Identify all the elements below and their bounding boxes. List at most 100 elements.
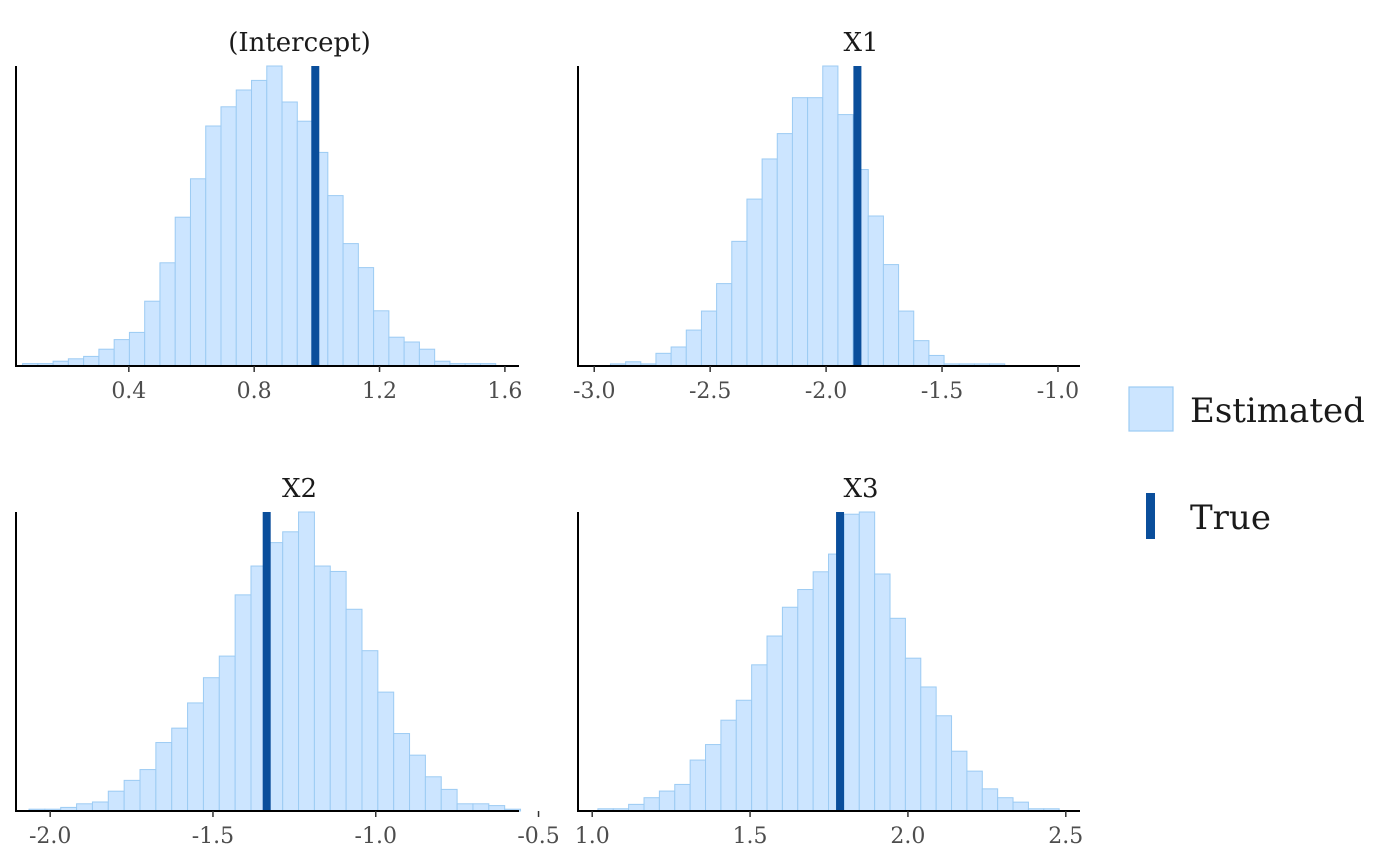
- histogram-bar: [107, 790, 125, 812]
- legend-true-label: True: [1190, 498, 1271, 538]
- histogram-bar: [205, 125, 222, 367]
- legend-estimated-label: Estimated: [1190, 391, 1365, 431]
- true-value-line: [311, 66, 320, 366]
- histogram-bar: [761, 158, 778, 367]
- histogram-bar: [139, 769, 157, 812]
- x-tick-label: -2.0: [805, 379, 847, 404]
- histogram-bar: [327, 195, 344, 367]
- histogram-bar: [235, 89, 253, 367]
- histogram-bar: [342, 243, 359, 367]
- histogram-bar: [689, 759, 707, 812]
- histogram-bar: [91, 801, 109, 812]
- true-value-line: [262, 512, 271, 811]
- true-value-line: [853, 66, 862, 366]
- x-tick-label: -2.0: [29, 824, 71, 849]
- histogram-bar: [751, 664, 768, 812]
- histogram-bar: [867, 215, 884, 367]
- histogram-bar: [822, 65, 839, 367]
- histogram-bar: [874, 573, 891, 812]
- histogram-panel: 0.4 0.8 1.2 1.6 (Intercept): [15, 28, 522, 404]
- histogram-panel: -2.0 -1.5 -1.0 -0.5 X2: [15, 474, 560, 849]
- histogram-bar: [155, 742, 173, 812]
- x-tick-label: 0.4: [111, 379, 146, 404]
- histogram-bar: [658, 790, 676, 812]
- histogram-bar: [418, 348, 436, 367]
- histogram-bar: [329, 570, 347, 812]
- x-tick-label: -1.0: [355, 824, 397, 849]
- histogram-bar: [981, 788, 999, 812]
- histogram-bar: [843, 513, 860, 812]
- x-tick-label: 1.0: [575, 824, 610, 849]
- histogram-bar: [720, 719, 737, 812]
- x-tick-label: -1.0: [1037, 379, 1079, 404]
- histogram-bar: [377, 691, 395, 812]
- histogram-bar: [928, 354, 945, 367]
- x-tick-label: 0.8: [237, 379, 272, 404]
- histogram-bar: [234, 594, 252, 812]
- legend-true-swatch: [1146, 493, 1155, 539]
- histogram-bar: [361, 650, 379, 812]
- histogram-bar: [685, 329, 702, 367]
- x-tick-label: 1.2: [362, 379, 397, 404]
- histogram-bar: [920, 686, 937, 812]
- histogram-bar: [791, 97, 809, 367]
- legend-estimated-swatch: [1128, 386, 1174, 432]
- histogram-bar: [171, 727, 189, 812]
- histogram-bar: [128, 331, 146, 367]
- x-tick-label: 2.5: [1048, 824, 1083, 849]
- histogram-bar: [67, 358, 85, 367]
- histogram-bar: [812, 571, 830, 812]
- histogram-bar: [174, 216, 191, 367]
- x-tick-label: 1.5: [733, 824, 768, 849]
- histogram-bar: [189, 178, 207, 367]
- histogram-bar: [781, 606, 799, 812]
- histogram-bar: [424, 776, 442, 812]
- histogram-bar: [913, 340, 930, 367]
- histogram-bar: [674, 783, 691, 812]
- histogram-bar: [123, 779, 141, 812]
- histogram-bar: [935, 715, 953, 812]
- histogram-panel: 1.0 1.5 2.0 2.5 X3: [575, 474, 1084, 849]
- x-tick-label: -3.0: [573, 379, 615, 404]
- histogram-bar: [472, 803, 490, 812]
- histogram-bar: [700, 310, 718, 367]
- histogram-bar: [113, 339, 130, 367]
- histogram-bar: [83, 355, 100, 367]
- histogram-bar: [456, 803, 474, 812]
- histogram-bar: [837, 114, 854, 367]
- histogram-bar: [951, 750, 968, 812]
- histogram-bar: [882, 264, 900, 367]
- histogram-bar: [393, 733, 411, 812]
- panel-title: X3: [843, 474, 878, 504]
- histogram-bar: [388, 336, 405, 367]
- x-tick-label: -0.5: [517, 824, 559, 849]
- histogram-bar: [766, 635, 783, 812]
- histogram-bar: [966, 770, 983, 812]
- x-tick-label: 1.6: [487, 379, 522, 404]
- histogram-bar: [187, 702, 204, 812]
- panel-title: X2: [282, 474, 317, 504]
- histogram-bar: [218, 655, 236, 812]
- histogram-bar: [670, 346, 687, 367]
- histogram-bar: [251, 79, 268, 367]
- histogram-bar: [735, 699, 753, 812]
- histogram-bar: [643, 797, 660, 812]
- histogram-bar: [282, 531, 300, 812]
- histogram-bar: [1012, 801, 1029, 812]
- histogram-bar: [655, 352, 672, 367]
- histogram-bar: [159, 262, 176, 367]
- histogram-bar: [266, 65, 283, 367]
- histogram-bar: [797, 589, 814, 812]
- histogram-bar: [373, 310, 390, 367]
- histogram-bar: [889, 617, 906, 812]
- histogram-bar: [731, 240, 748, 367]
- histogram-bar: [997, 797, 1014, 812]
- histogram-bar: [144, 300, 161, 367]
- histogram-bar: [898, 310, 915, 367]
- histogram-bar: [357, 267, 375, 367]
- x-tick-label: 2.0: [890, 824, 925, 849]
- histogram-bar: [776, 133, 793, 367]
- x-tick-label: -2.5: [689, 379, 731, 404]
- panel-title: X1: [843, 28, 878, 58]
- histogram-bar: [705, 744, 722, 812]
